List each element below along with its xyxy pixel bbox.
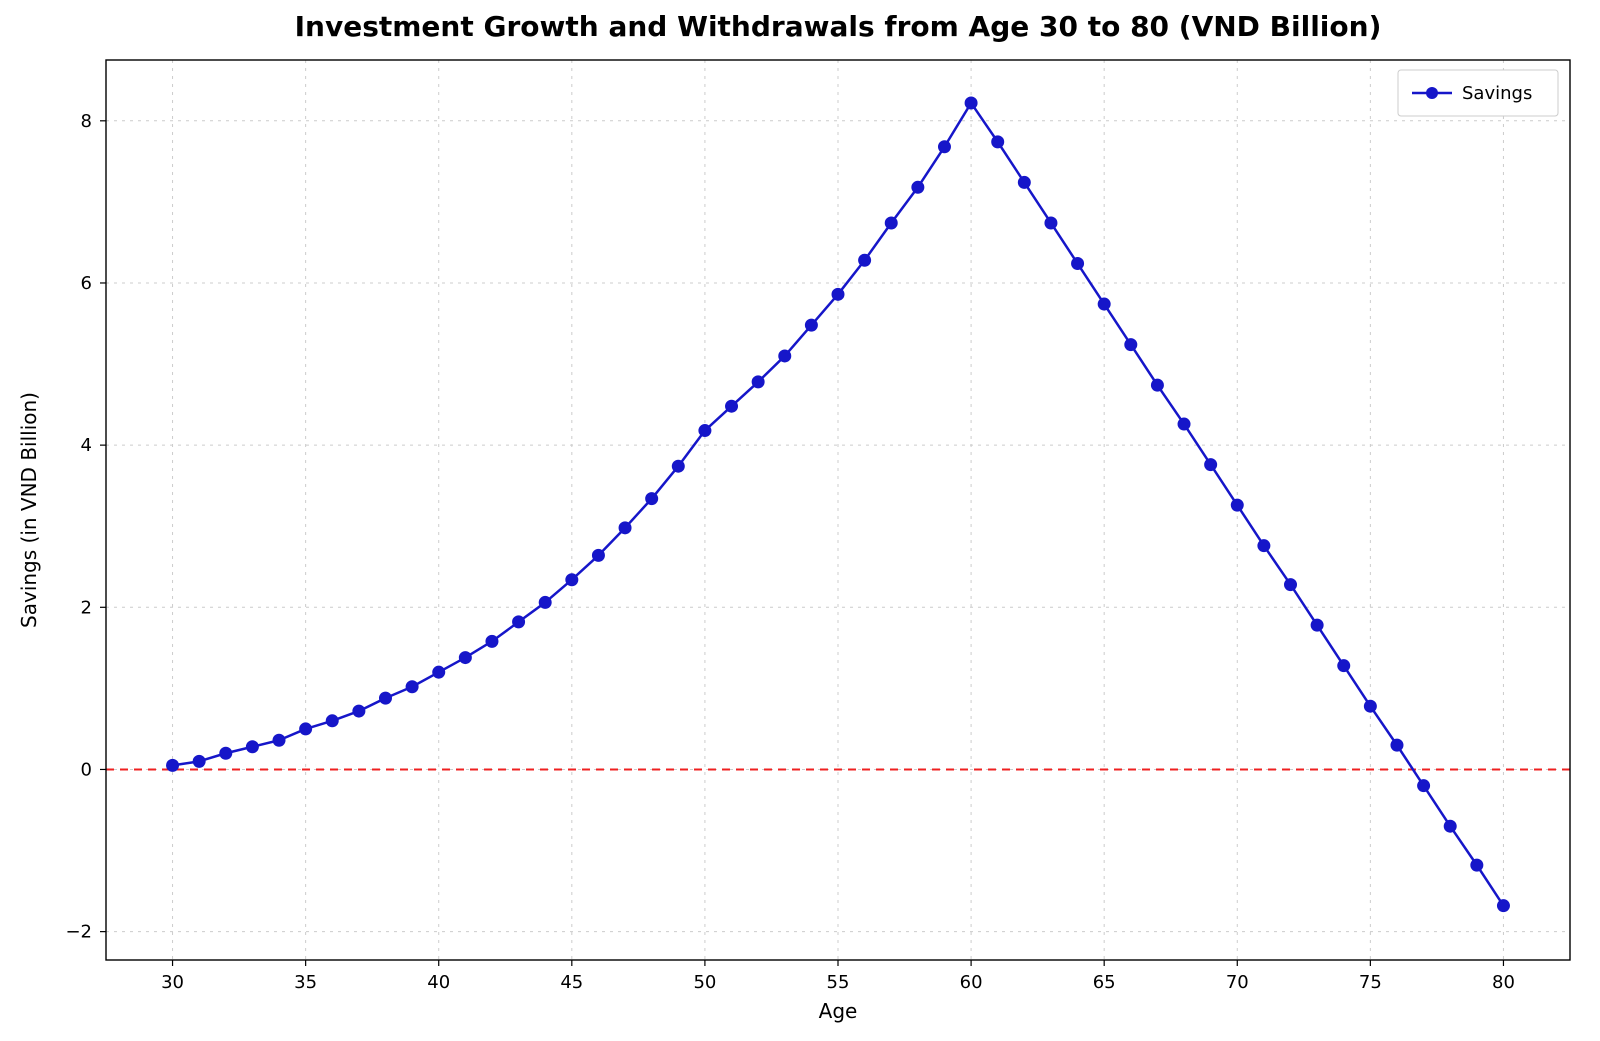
savings-marker xyxy=(938,141,950,153)
savings-marker xyxy=(326,715,338,727)
savings-marker xyxy=(1471,859,1483,871)
savings-marker xyxy=(1364,700,1376,712)
x-tick-label: 55 xyxy=(827,972,850,993)
plot-area: 30 35 40 45 50 55 60 65 70 75 80 −2 0 2 4 6 8 Age Savings … xyxy=(17,60,1570,1023)
savings-marker xyxy=(1285,579,1297,591)
savings-marker xyxy=(273,734,285,746)
legend-label: Savings xyxy=(1462,83,1532,104)
x-tick-label: 40 xyxy=(427,972,450,993)
x-tick-label: 80 xyxy=(1492,972,1515,993)
x-tick-label: 60 xyxy=(960,972,983,993)
savings-marker xyxy=(965,97,977,109)
x-tick-label: 70 xyxy=(1226,972,1249,993)
savings-marker xyxy=(513,616,525,628)
savings-marker xyxy=(912,181,924,193)
savings-marker xyxy=(1018,176,1030,188)
savings-marker xyxy=(1205,459,1217,471)
savings-marker xyxy=(992,136,1004,148)
x-tick-label: 35 xyxy=(294,972,317,993)
savings-marker xyxy=(1444,820,1456,832)
y-tick-label: −2 xyxy=(65,922,92,943)
savings-marker xyxy=(193,755,205,767)
savings-marker xyxy=(1098,298,1110,310)
savings-marker xyxy=(1045,217,1057,229)
y-axis-label: Savings (in VND Billion) xyxy=(17,392,41,628)
savings-marker xyxy=(832,288,844,300)
savings-marker xyxy=(353,705,365,717)
savings-marker xyxy=(433,666,445,678)
savings-marker xyxy=(167,759,179,771)
savings-marker xyxy=(592,549,604,561)
savings-line xyxy=(173,103,1504,906)
grid xyxy=(106,60,1570,960)
savings-marker xyxy=(1391,739,1403,751)
savings-marker xyxy=(486,635,498,647)
chart-title: Investment Growth and Withdrawals from A… xyxy=(295,10,1382,43)
x-axis-label: Age xyxy=(819,999,858,1023)
savings-marker xyxy=(220,747,232,759)
savings-marker xyxy=(1231,499,1243,511)
savings-marker xyxy=(1418,780,1430,792)
savings-marker xyxy=(539,596,551,608)
savings-marker xyxy=(726,400,738,412)
savings-marker xyxy=(1151,379,1163,391)
savings-marker xyxy=(752,376,764,388)
savings-marker xyxy=(459,652,471,664)
x-tick-label: 30 xyxy=(161,972,184,993)
y-tick-label: 4 xyxy=(81,435,92,456)
savings-marker xyxy=(1125,339,1137,351)
x-tick-label: 65 xyxy=(1093,972,1116,993)
y-tick-label: 2 xyxy=(81,597,92,618)
y-tick-label: 8 xyxy=(81,111,92,132)
savings-marker xyxy=(1497,900,1509,912)
savings-marker xyxy=(779,350,791,362)
savings-marker xyxy=(619,522,631,534)
y-tick-label: 6 xyxy=(81,273,92,294)
savings-marker xyxy=(406,681,418,693)
chart-container: 30 35 40 45 50 55 60 65 70 75 80 −2 0 2 4 6 8 Age Savings … xyxy=(0,0,1600,1041)
savings-marker xyxy=(300,723,312,735)
savings-marker xyxy=(699,425,711,437)
savings-marker xyxy=(885,217,897,229)
savings-marker xyxy=(379,692,391,704)
savings-marker xyxy=(246,741,258,753)
savings-marker xyxy=(1338,660,1350,672)
savings-marker xyxy=(646,493,658,505)
savings-marker xyxy=(1311,619,1323,631)
legend: Savings xyxy=(1398,70,1558,116)
legend-sample-marker xyxy=(1426,87,1438,99)
savings-marker xyxy=(1258,540,1270,552)
x-tick-label: 45 xyxy=(560,972,583,993)
x-tick-label: 50 xyxy=(693,972,716,993)
x-tick-label: 75 xyxy=(1359,972,1382,993)
y-tick-label: 0 xyxy=(81,759,92,780)
savings-marker xyxy=(859,254,871,266)
chart-svg: 30 35 40 45 50 55 60 65 70 75 80 −2 0 2 4 6 8 Age Savings … xyxy=(0,0,1600,1041)
savings-marker xyxy=(566,574,578,586)
savings-marker xyxy=(805,319,817,331)
savings-marker xyxy=(1178,418,1190,430)
savings-marker xyxy=(672,460,684,472)
savings-marker xyxy=(1072,258,1084,270)
